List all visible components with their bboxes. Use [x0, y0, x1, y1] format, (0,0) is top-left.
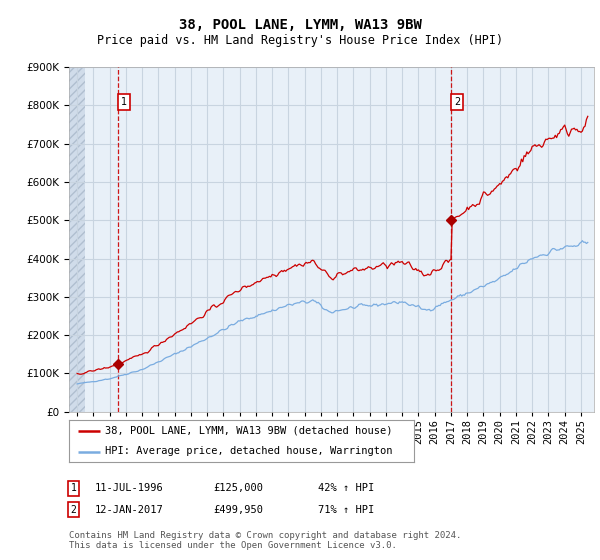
Bar — [69, 67, 85, 412]
Text: 42% ↑ HPI: 42% ↑ HPI — [318, 483, 374, 493]
Text: 2: 2 — [454, 97, 460, 106]
Text: 1: 1 — [71, 483, 77, 493]
Text: 38, POOL LANE, LYMM, WA13 9BW (detached house): 38, POOL LANE, LYMM, WA13 9BW (detached … — [105, 426, 393, 436]
Text: £125,000: £125,000 — [213, 483, 263, 493]
Text: 12-JAN-2017: 12-JAN-2017 — [95, 505, 164, 515]
Text: 1: 1 — [121, 97, 127, 106]
Text: 11-JUL-1996: 11-JUL-1996 — [95, 483, 164, 493]
Text: HPI: Average price, detached house, Warrington: HPI: Average price, detached house, Warr… — [105, 446, 393, 456]
Text: 38, POOL LANE, LYMM, WA13 9BW: 38, POOL LANE, LYMM, WA13 9BW — [179, 18, 421, 32]
Text: 2: 2 — [71, 505, 77, 515]
Text: Contains HM Land Registry data © Crown copyright and database right 2024.
This d: Contains HM Land Registry data © Crown c… — [69, 530, 461, 550]
Text: Price paid vs. HM Land Registry's House Price Index (HPI): Price paid vs. HM Land Registry's House … — [97, 34, 503, 47]
Text: 71% ↑ HPI: 71% ↑ HPI — [318, 505, 374, 515]
Text: £499,950: £499,950 — [213, 505, 263, 515]
